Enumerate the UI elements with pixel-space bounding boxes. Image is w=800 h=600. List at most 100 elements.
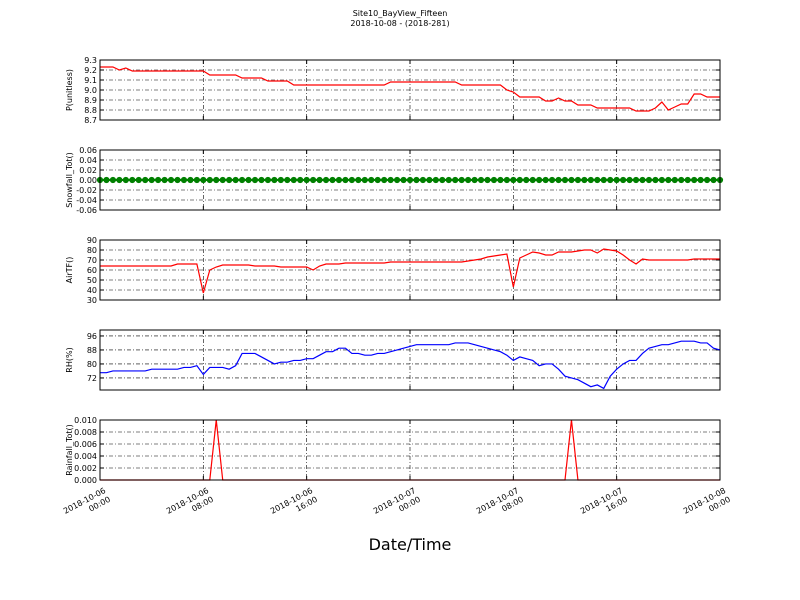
data-point xyxy=(109,176,117,184)
data-point xyxy=(471,176,478,184)
data-line xyxy=(100,66,720,112)
data-point xyxy=(419,176,427,184)
y-tick-label: 8.8 xyxy=(84,106,97,115)
data-point xyxy=(322,176,330,184)
data-point xyxy=(439,176,446,184)
data-point xyxy=(587,176,594,184)
y-axis-label: Snowfall_Tot() xyxy=(65,152,74,208)
data-point xyxy=(639,176,646,184)
data-point xyxy=(678,176,685,184)
data-point xyxy=(213,176,220,184)
data-point xyxy=(594,176,601,184)
data-point xyxy=(426,176,433,184)
data-line xyxy=(100,248,720,294)
data-point xyxy=(103,176,110,184)
y-tick-label: 60 xyxy=(87,266,97,275)
y-axis-label: RH(%) xyxy=(65,347,74,372)
data-point xyxy=(477,176,485,184)
data-point xyxy=(193,176,200,184)
data-point xyxy=(264,176,272,184)
y-tick-label: 8.9 xyxy=(84,96,97,105)
data-point xyxy=(665,176,672,184)
data-point xyxy=(697,176,704,184)
data-point xyxy=(174,176,181,184)
y-tick-label: 0.002 xyxy=(74,464,97,473)
plot-frame xyxy=(99,239,721,301)
y-axis-label: P(unitless) xyxy=(65,69,74,111)
data-point xyxy=(703,176,711,184)
data-point xyxy=(445,176,452,184)
data-point xyxy=(458,176,465,184)
data-point xyxy=(135,176,142,184)
data-point xyxy=(529,176,536,184)
y-tick-label: 9.2 xyxy=(84,66,97,75)
data-point xyxy=(626,176,633,184)
data-point xyxy=(148,176,155,184)
data-point xyxy=(335,176,343,184)
data-point xyxy=(232,176,239,184)
data-point xyxy=(297,176,304,184)
data-point xyxy=(691,176,698,184)
y-tick-label: -0.04 xyxy=(76,196,97,205)
y-tick-label: 0.04 xyxy=(79,156,97,165)
data-point xyxy=(484,176,491,184)
data-point xyxy=(658,176,665,184)
data-point xyxy=(620,176,627,184)
data-point xyxy=(671,176,678,184)
data-point xyxy=(548,176,556,184)
data-point xyxy=(536,176,543,184)
data-point xyxy=(161,176,168,184)
data-point xyxy=(465,176,472,184)
data-point xyxy=(310,176,317,184)
data-point xyxy=(258,176,265,184)
chart-subtitle: 2018-10-08 - (2018-281) xyxy=(350,19,449,28)
y-tick-label: 0.008 xyxy=(74,428,97,437)
data-point xyxy=(607,176,614,184)
y-tick-label: 0.006 xyxy=(74,440,97,449)
data-point xyxy=(226,176,233,184)
x-axis-label: Date/Time xyxy=(369,535,452,554)
y-tick-label: 40 xyxy=(87,286,97,295)
data-point xyxy=(206,176,213,184)
data-point xyxy=(348,176,355,184)
data-point xyxy=(355,176,362,184)
y-tick-label: 0.000 xyxy=(74,476,97,485)
data-point xyxy=(510,176,517,184)
y-tick-label: 72 xyxy=(87,374,97,383)
data-point xyxy=(581,176,588,184)
y-tick-label: 9.3 xyxy=(84,56,97,65)
data-point xyxy=(284,176,291,184)
data-point xyxy=(574,176,582,184)
data-point xyxy=(432,176,439,184)
y-tick-label: 80 xyxy=(87,360,97,369)
data-point xyxy=(122,176,129,184)
data-point xyxy=(271,176,278,184)
data-point xyxy=(710,176,717,184)
data-point xyxy=(251,176,259,184)
y-tick-label: 50 xyxy=(87,276,97,285)
data-point xyxy=(219,176,226,184)
data-point xyxy=(568,176,575,184)
data-point xyxy=(387,176,394,184)
y-tick-label: 80 xyxy=(87,246,97,255)
plot-frame xyxy=(99,59,721,121)
y-tick-label: 96 xyxy=(87,332,97,341)
data-point xyxy=(316,176,323,184)
y-tick-label: 90 xyxy=(87,236,97,245)
data-point xyxy=(632,176,640,184)
data-point xyxy=(381,176,388,184)
y-tick-label: -0.02 xyxy=(76,186,97,195)
data-point xyxy=(393,176,401,184)
data-point xyxy=(180,176,188,184)
y-axis-label: Rainfall_Tot() xyxy=(65,424,74,476)
data-point xyxy=(452,176,459,184)
data-point xyxy=(374,176,381,184)
y-tick-label: 0.010 xyxy=(74,416,97,425)
data-point xyxy=(400,176,407,184)
plot-frame xyxy=(99,149,721,211)
data-point xyxy=(497,176,504,184)
data-point xyxy=(406,176,414,184)
data-point xyxy=(129,176,136,184)
y-tick-label: 9.0 xyxy=(84,86,97,95)
